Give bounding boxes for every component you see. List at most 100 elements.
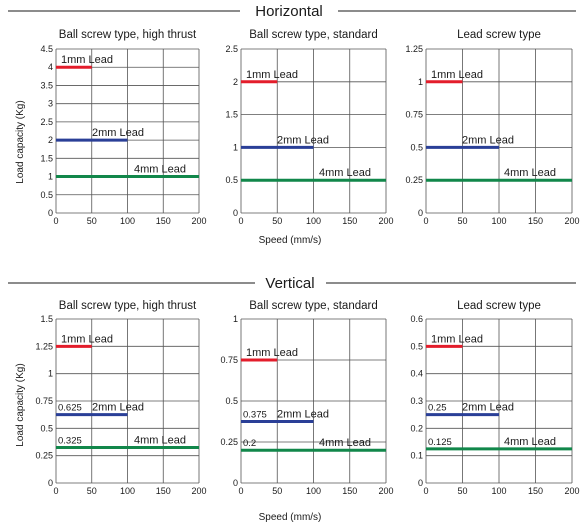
y-tick-label: 2 xyxy=(48,135,53,145)
y-tick-label: 0.25 xyxy=(405,175,423,185)
x-tick-label: 100 xyxy=(491,486,506,496)
y-tick-label: 3 xyxy=(48,99,53,109)
y-tick-label: 0 xyxy=(48,478,53,488)
x-tick-label: 0 xyxy=(53,486,58,496)
series-label-2mm: 2mm Lead xyxy=(462,134,514,146)
y-tick-label: 0.75 xyxy=(220,355,238,365)
x-tick-label: 150 xyxy=(156,486,171,496)
series-label-4mm: 4mm Lead xyxy=(504,436,556,448)
y-tick-label: 1 xyxy=(233,314,238,324)
x-tick-label: 50 xyxy=(87,216,97,226)
x-tick-label: 150 xyxy=(342,216,357,226)
section-title: Vertical xyxy=(265,275,314,292)
x-tick-label: 100 xyxy=(491,216,506,226)
x-axis-label: Speed (mm/s) xyxy=(259,512,322,523)
y-tick-label: 2.5 xyxy=(225,44,238,54)
y-tick-label: 4 xyxy=(48,62,53,72)
value-annotation: 0.325 xyxy=(58,435,82,446)
x-tick-label: 100 xyxy=(120,486,135,496)
x-tick-label: 0 xyxy=(53,216,58,226)
chart-title: Ball screw type, high thrust xyxy=(59,300,197,312)
y-tick-label: 4.5 xyxy=(40,44,53,54)
x-tick-label: 0 xyxy=(423,486,428,496)
value-annotation: 0.25 xyxy=(428,403,447,414)
series-label-4mm: 4mm Lead xyxy=(134,164,186,176)
y-tick-label: 0.3 xyxy=(410,396,423,406)
chart-title: Ball screw type, high thrust xyxy=(59,29,197,41)
series-label-1mm: 1mm Lead xyxy=(61,54,113,66)
y-axis-label: Load capacity (Kg) xyxy=(15,363,26,446)
series-label-4mm: 4mm Lead xyxy=(134,434,186,446)
y-tick-label: 0 xyxy=(418,208,423,218)
chart-title: Ball screw type, standard xyxy=(249,300,377,312)
y-tick-label: 0.6 xyxy=(410,314,423,324)
series-label-1mm: 1mm Lead xyxy=(431,333,483,345)
y-tick-label: 1 xyxy=(48,369,53,379)
x-tick-label: 50 xyxy=(457,486,467,496)
series-label-2mm: 2mm Lead xyxy=(92,127,144,139)
series-label-4mm: 4mm Lead xyxy=(319,437,371,449)
y-tick-label: 0 xyxy=(233,478,238,488)
y-tick-label: 2 xyxy=(233,77,238,87)
x-tick-label: 150 xyxy=(156,216,171,226)
section-vertical: Vertical Load capacity (Kg) Speed (mm/s) xyxy=(8,275,576,523)
x-tick-label: 150 xyxy=(528,486,543,496)
value-annotation: 0.625 xyxy=(58,403,82,414)
x-tick-label: 100 xyxy=(306,216,321,226)
y-tick-label: 0 xyxy=(418,478,423,488)
y-tick-label: 2.5 xyxy=(40,117,53,127)
series-label-1mm: 1mm Lead xyxy=(61,333,113,345)
x-tick-label: 200 xyxy=(191,216,206,226)
series-label-4mm: 4mm Lead xyxy=(504,167,556,179)
chart-panel: Ball screw type, high thrust 0 50 100 150 200… xyxy=(35,300,206,496)
series-label-2mm: 2mm Lead xyxy=(92,402,144,414)
value-annotation: 0.125 xyxy=(428,437,452,448)
series-label-1mm: 1mm Lead xyxy=(246,69,298,81)
y-tick-label: 1 xyxy=(48,172,53,182)
y-tick-label: 0.5 xyxy=(410,142,423,152)
x-tick-label: 200 xyxy=(378,486,393,496)
chart-title: Lead screw type xyxy=(457,29,541,41)
x-tick-label: 0 xyxy=(423,216,428,226)
y-tick-label: 1 xyxy=(418,77,423,87)
y-tick-label: 0.4 xyxy=(410,369,423,379)
value-annotation: 0.2 xyxy=(243,438,256,449)
x-tick-label: 50 xyxy=(87,486,97,496)
x-tick-label: 100 xyxy=(120,216,135,226)
x-tick-label: 200 xyxy=(564,216,579,226)
series-label-2mm: 2mm Lead xyxy=(277,134,329,146)
y-tick-label: 1.5 xyxy=(40,153,53,163)
chart-title: Lead screw type xyxy=(457,300,541,312)
series-label-2mm: 2mm Lead xyxy=(462,402,514,414)
y-tick-label: 1 xyxy=(233,142,238,152)
y-tick-label: 0.25 xyxy=(35,451,53,461)
y-tick-label: 0.25 xyxy=(220,437,238,447)
x-tick-label: 50 xyxy=(457,216,467,226)
y-tick-label: 0.1 xyxy=(410,451,423,461)
y-tick-label: 0.5 xyxy=(410,341,423,351)
y-tick-label: 0.2 xyxy=(410,423,423,433)
value-annotation: 0.375 xyxy=(243,410,267,421)
x-axis-label: Speed (mm/s) xyxy=(259,235,322,246)
chart-panel: Ball screw type, standard 0 50 100 150 200 0 0.… xyxy=(220,300,393,496)
section-title: Horizontal xyxy=(255,3,323,20)
y-tick-label: 0.5 xyxy=(225,396,238,406)
y-tick-label: 1.5 xyxy=(40,314,53,324)
x-tick-label: 200 xyxy=(378,216,393,226)
y-tick-label: 0.75 xyxy=(405,110,423,120)
y-tick-label: 0.75 xyxy=(35,396,53,406)
x-tick-label: 200 xyxy=(564,486,579,496)
y-tick-label: 0 xyxy=(233,208,238,218)
chart-panel: Lead screw type 0 50 100 150 200 0 0.25 0.5 0.75 1… xyxy=(405,29,579,226)
y-tick-label: 1.25 xyxy=(405,44,423,54)
x-tick-label: 0 xyxy=(238,216,243,226)
y-tick-label: 0.5 xyxy=(40,190,53,200)
y-tick-label: 3.5 xyxy=(40,80,53,90)
x-tick-label: 150 xyxy=(528,216,543,226)
chart-title: Ball screw type, standard xyxy=(249,29,377,41)
x-tick-label: 50 xyxy=(272,216,282,226)
chart-panel: Ball screw type, standard 0 50 100 150 200 0 0.… xyxy=(225,29,393,226)
y-tick-label: 1.25 xyxy=(35,341,53,351)
y-tick-label: 1.5 xyxy=(225,110,238,120)
